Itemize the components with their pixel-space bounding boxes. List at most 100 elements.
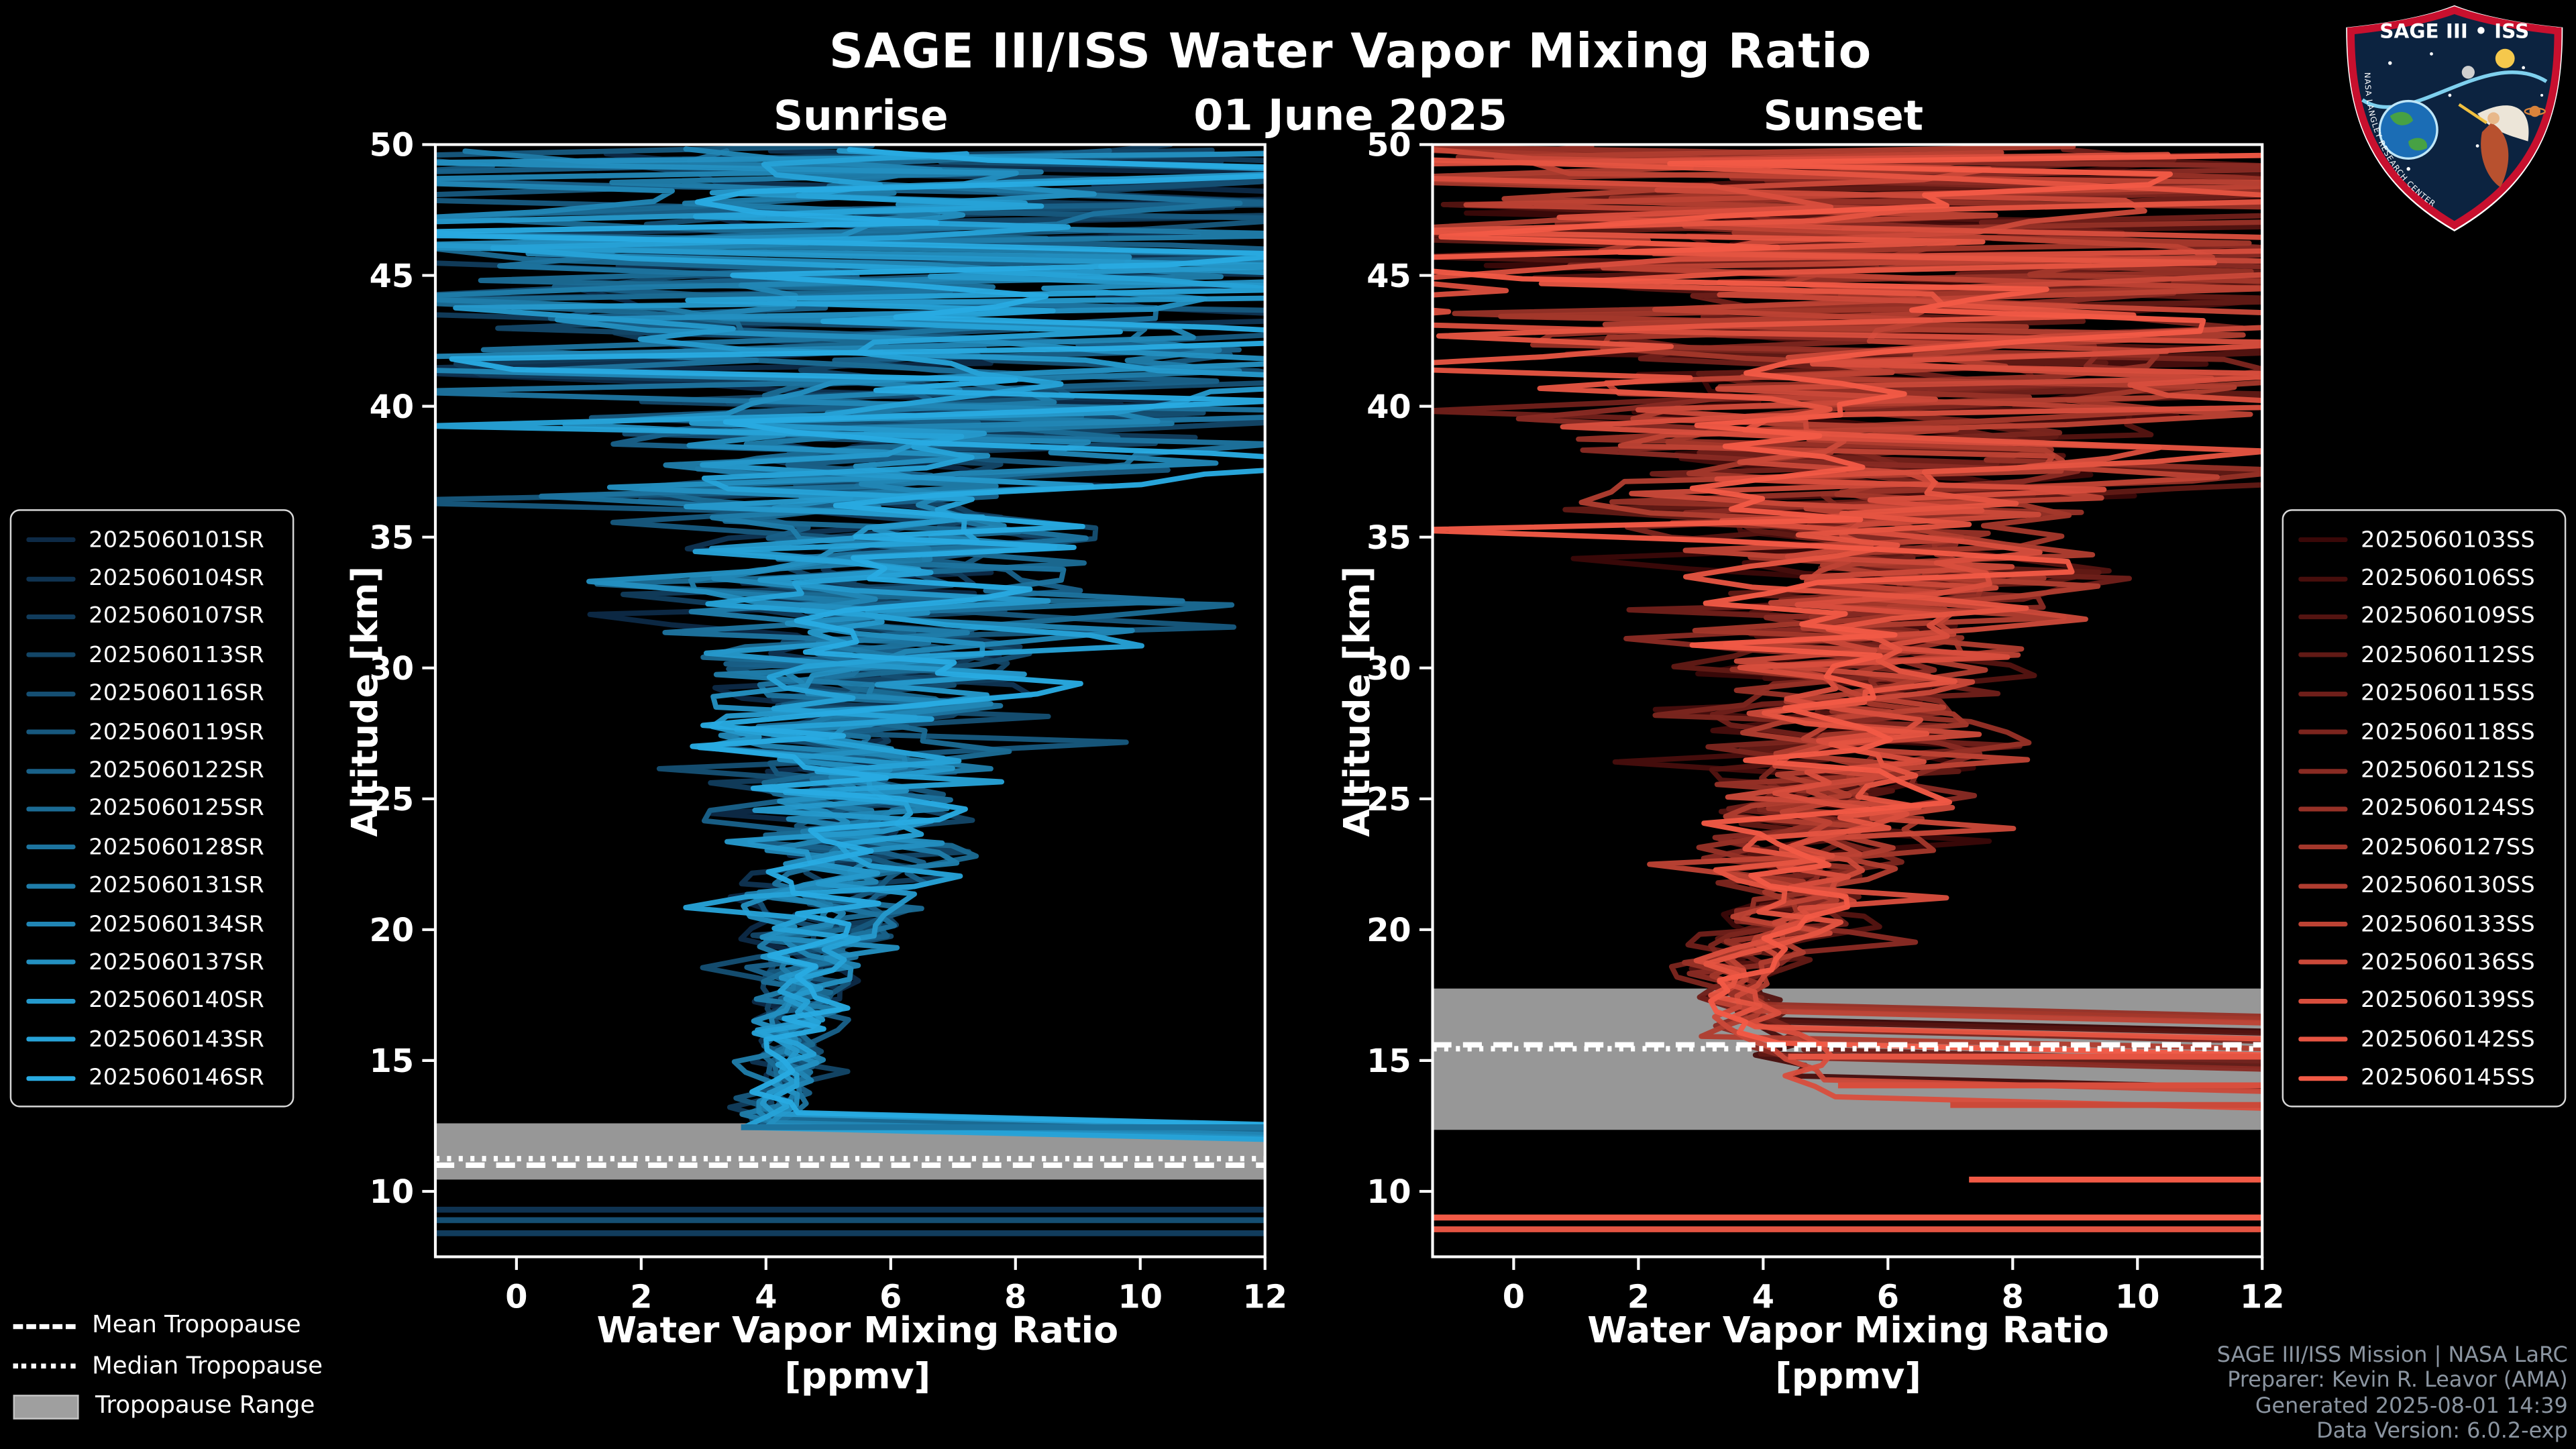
legend-line-swatch (26, 691, 76, 696)
logo-orbit-swoosh (2361, 70, 2548, 109)
legend-line-swatch (2298, 960, 2348, 965)
legend-label: 2025060142SS (2361, 1026, 2536, 1053)
legend-line-swatch (2298, 806, 2348, 812)
page-title: SAGE III/ISS Water Vapor Mixing Ratio (828, 23, 1872, 79)
legend-label: 2025060118SS (2361, 718, 2536, 745)
legend-item: 2025060125SR (26, 790, 292, 828)
legend-line-swatch (2298, 1075, 2348, 1081)
legend-item: 2025060134SR (26, 905, 292, 943)
x-tick-label: 2 (1627, 1279, 1650, 1316)
legend-line-swatch (26, 998, 76, 1004)
legend-item: 2025060131SR (26, 867, 292, 905)
legend-line-swatch (2298, 537, 2348, 543)
legend-line-swatch (2298, 1036, 2348, 1042)
y-tick-label: 20 (370, 912, 414, 949)
legend-line-swatch (26, 767, 76, 773)
legend-line-swatch (2298, 845, 2348, 850)
legend-line-swatch (2298, 883, 2348, 889)
legend-line-swatch (26, 614, 76, 620)
logo-angel-head (2487, 112, 2500, 125)
logo-angel-body (2481, 123, 2509, 188)
legend-line-swatch (26, 1036, 76, 1042)
y-tick-label: 15 (370, 1043, 414, 1080)
legend-line-swatch (2298, 653, 2348, 658)
logo-stars (2388, 52, 2544, 171)
profile-line (1432, 152, 2263, 1058)
profile-line (1432, 146, 2263, 1094)
sunset-x-axis-label: Water Vapor Mixing Ratio [ppmv] (1587, 1309, 2109, 1401)
legend-label: 2025060145SS (2361, 1065, 2536, 1091)
legend-item: 2025060145SS (2298, 1059, 2565, 1097)
legend-item: 2025060137SR (26, 943, 292, 981)
legend-item: 2025060118SS (2298, 713, 2565, 751)
x-tick-label: 10 (2115, 1279, 2159, 1316)
x-tick-label: 4 (1752, 1279, 1774, 1316)
x-axis-label-line1: Water Vapor Mixing Ratio (596, 1311, 1119, 1352)
sunrise-legend: 2025060101SR 2025060104SR 2025060107SR 2025… (9, 509, 294, 1108)
generated-timestamp: Generated 2025-08-01 14:39 (2255, 1394, 2568, 1419)
y-tick-label: 40 (370, 389, 414, 426)
mean-tropopause-legend-item: Mean Tropopause (13, 1306, 323, 1346)
legend-item: 2025060128SR (26, 828, 292, 867)
data-version: Data Version: 6.0.2-exp (2316, 1419, 2568, 1445)
legend-label: 2025060121SS (2361, 757, 2536, 784)
legend-label: 2025060112SS (2361, 642, 2536, 669)
legend-item: 2025060122SR (26, 751, 292, 790)
legend-label: 2025060106SS (2361, 565, 2536, 592)
x-tick-label: 12 (2240, 1279, 2284, 1316)
legend-label: 2025060136SS (2361, 949, 2536, 976)
legend-label: 2025060143SR (89, 1026, 265, 1053)
legend-item: 2025060103SS (2298, 521, 2565, 559)
y-tick-label: 50 (1366, 127, 1411, 164)
legend-item: 2025060107SR (26, 598, 292, 636)
x-tick-label: 6 (879, 1279, 902, 1316)
logo-planet-ring (2524, 107, 2546, 116)
tropopause-range-label: Tropopause Range (95, 1393, 315, 1420)
logo-moon (2461, 66, 2475, 79)
x-tick-label: 4 (755, 1279, 777, 1316)
y-tick-label: 25 (370, 782, 414, 818)
sunset-legend: 2025060103SS 2025060106SS 2025060109SS 2025… (2282, 509, 2567, 1108)
profile-line (435, 147, 1265, 1128)
x-tick-label: 6 (1877, 1279, 1899, 1316)
median-tropopause-label: Median Tropopause (92, 1353, 323, 1380)
profile-line (1432, 152, 2263, 1111)
y-tick-label: 35 (1366, 520, 1411, 557)
legend-line-swatch (26, 729, 76, 735)
logo-title: SAGE III • ISS (2379, 19, 2529, 42)
y-tick-label: 15 (1366, 1043, 1411, 1080)
logo-sun (2495, 48, 2515, 68)
legend-label: 2025060128SR (89, 834, 265, 861)
y-tick-label: 30 (1366, 651, 1411, 688)
legend-item: 2025060127SS (2298, 828, 2565, 867)
legend-label: 2025060103SS (2361, 527, 2536, 553)
legend-line-swatch (2298, 576, 2348, 581)
legend-line-swatch (26, 1075, 76, 1081)
legend-line-swatch (26, 537, 76, 543)
legend-item: 2025060101SR (26, 521, 292, 559)
legend-item: 2025060104SR (26, 559, 292, 598)
mission-credit: SAGE III/ISS Mission | NASA LaRC (2216, 1344, 2568, 1369)
sunset-plot: 10 15 20 25 30 35 40 45 50 0 2 4 6 8 10 12 (1366, 127, 2284, 1316)
legend-label: 2025060130SS (2361, 872, 2536, 900)
figure-date: 01 June 2025 (1193, 92, 1507, 142)
legend-item: 2025060115SS (2298, 674, 2565, 712)
legend-item: 2025060136SS (2298, 943, 2565, 981)
gray-patch-swatch (13, 1394, 79, 1419)
x-tick-label: 0 (1503, 1279, 1525, 1316)
legend-label: 2025060131SR (89, 872, 265, 900)
x-axis-label-line1: Water Vapor Mixing Ratio (1587, 1311, 2109, 1352)
y-tick-label: 35 (370, 520, 414, 557)
legend-label: 2025060140SR (89, 987, 265, 1014)
legend-line-swatch (2298, 691, 2348, 696)
legend-label: 2025060146SR (89, 1065, 265, 1091)
logo-shield-border (2347, 6, 2562, 230)
logo-earth-land (2390, 111, 2428, 151)
sunrise-y-axis-label: Altitude [km] (345, 566, 387, 837)
x-tick-label: 10 (1118, 1279, 1163, 1316)
legend-label: 2025060116SR (89, 680, 265, 707)
legend-label: 2025060124SS (2361, 796, 2536, 822)
legend-label: 2025060125SR (89, 796, 265, 822)
legend-label: 2025060115SS (2361, 680, 2536, 707)
